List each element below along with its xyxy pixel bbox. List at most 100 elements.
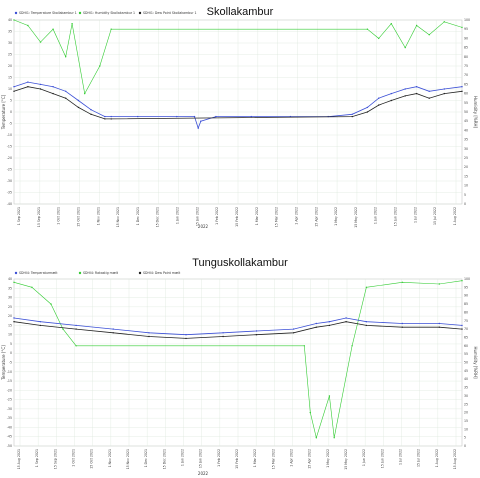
y-tick-label-right: 15 xyxy=(464,174,468,178)
y-tick-label-left: 25 xyxy=(8,305,12,309)
y-tick-label-right: 60 xyxy=(464,344,468,348)
y-tick-label-left: -20 xyxy=(7,156,12,160)
data-point xyxy=(71,23,73,25)
x-tick-label: 1 Mar 2022 xyxy=(255,207,259,225)
data-point xyxy=(461,328,463,330)
y-tick-label-left: -10 xyxy=(7,133,12,137)
y-tick-label-left: 20 xyxy=(8,64,12,68)
data-point xyxy=(438,326,440,328)
data-point xyxy=(99,65,101,67)
y-axis-label-right: Humidity [%RH] xyxy=(473,346,478,379)
data-point xyxy=(443,92,445,95)
y-tick-label-left: -20 xyxy=(7,388,12,392)
x-tick-label: 1 Feb 2022 xyxy=(215,207,219,225)
data-point xyxy=(215,115,217,118)
x-tick-label: 15 Apr 2022 xyxy=(308,449,312,469)
y-tick-label-left: -30 xyxy=(7,179,12,183)
y-tick-label-right: 0 xyxy=(464,444,466,448)
data-point xyxy=(13,317,15,319)
y-tick-label-right: 25 xyxy=(464,402,468,406)
y-tick-label-right: 30 xyxy=(464,147,468,151)
data-point xyxy=(428,34,430,36)
legend-label: SDHI4: Rakastig mælt xyxy=(83,271,119,275)
data-point xyxy=(292,328,295,330)
data-point xyxy=(351,113,353,116)
data-point xyxy=(390,92,392,95)
chart-title: Tunguskollakambur xyxy=(192,257,288,269)
data-point xyxy=(31,286,33,288)
data-point xyxy=(315,437,317,439)
y-tick-label-right: 90 xyxy=(464,36,468,40)
x-tick-label: 15 Sep 2021 xyxy=(53,449,57,469)
x-tick-label: 15 Jan 2022 xyxy=(199,449,203,468)
y-tick-label-left: 30 xyxy=(8,296,12,300)
legend-marker xyxy=(138,11,142,15)
data-point xyxy=(315,326,317,328)
y-tick-label-right: 85 xyxy=(464,46,468,50)
data-point xyxy=(52,86,54,88)
data-point xyxy=(390,23,392,25)
data-point xyxy=(75,328,77,330)
series-line-dew-point xyxy=(13,321,463,339)
x-tick-label: 15 Jul 2022 xyxy=(433,207,437,225)
y-tick-label-left: 35 xyxy=(8,286,12,290)
x-tick-label: 15 May 2022 xyxy=(344,449,348,470)
data-point xyxy=(351,115,353,118)
y-tick-label-right: 5 xyxy=(464,193,466,197)
x-tick-label: 1 Jul 2022 xyxy=(399,449,403,465)
y-tick-label-left: -15 xyxy=(7,145,12,149)
x-tick-label: 15 Aug 2021 xyxy=(17,449,21,469)
x-tick-label: 15 Jun 2022 xyxy=(380,449,384,468)
y-tick-label-left: 10 xyxy=(8,333,12,337)
chart-panel-skollakambur: Skollakambur 40 35 30 25 20 15 10 5 0 -5 -10 -15 -20… xyxy=(1,6,478,229)
y-tick-label-right: 55 xyxy=(464,352,468,356)
data-point xyxy=(39,321,41,323)
data-point xyxy=(13,90,15,93)
data-point xyxy=(176,115,178,118)
y-tick-label-right: 0 xyxy=(464,202,466,206)
y-tick-label-right: 95 xyxy=(464,285,468,289)
x-tick-label: 1 May 2022 xyxy=(326,449,330,468)
data-point xyxy=(77,106,80,109)
data-point xyxy=(13,321,15,323)
data-point xyxy=(250,115,252,118)
data-point xyxy=(137,115,139,118)
x-tick-label: 1 Sep 2021 xyxy=(17,207,21,225)
y-tick-label-left: -25 xyxy=(7,398,12,402)
x-tick-label: 1 Apr 2022 xyxy=(290,449,294,467)
data-point xyxy=(404,46,406,49)
data-point xyxy=(404,95,406,97)
data-point xyxy=(438,322,440,325)
y-tick-label-right: 90 xyxy=(464,294,468,298)
data-point xyxy=(415,86,418,88)
data-point xyxy=(390,99,392,102)
data-point xyxy=(415,92,418,95)
data-point xyxy=(401,281,403,283)
data-point xyxy=(90,113,92,116)
y-tick-label-right: 70 xyxy=(464,327,468,331)
y-tick-label-left: -35 xyxy=(7,191,12,195)
y-tick-label-right: 95 xyxy=(464,27,468,31)
y-tick-label-right: 55 xyxy=(464,101,468,105)
x-tick-label: 1 Apr 2022 xyxy=(294,207,298,225)
y-axis-label-right: Humidity [%RH] xyxy=(473,96,478,129)
y-tick-label-right: 100 xyxy=(464,277,470,281)
data-point xyxy=(443,21,445,23)
y-tick-label-right: 75 xyxy=(464,64,468,68)
data-point xyxy=(328,324,331,327)
y-tick-label-right: 15 xyxy=(464,419,468,423)
y-tick-label-right: 45 xyxy=(464,369,468,373)
x-tick-label: 15 Oct 2021 xyxy=(76,207,80,227)
data-point xyxy=(366,106,369,109)
legend-label: SDHI1: Humidity Skollakambur 1 xyxy=(83,11,135,15)
y-tick-label-right: 85 xyxy=(464,302,468,306)
x-tick-label: 1 Jun 2022 xyxy=(362,449,366,466)
data-point xyxy=(27,86,29,88)
legend-label: SDHI4: Dew Point mælt xyxy=(143,271,181,275)
data-point xyxy=(303,345,305,347)
data-point xyxy=(461,90,463,93)
x-tick-label: 15 Aug 2022 xyxy=(453,449,457,469)
y-tick-label-right: 65 xyxy=(464,335,468,339)
x-axis-label: 2022 xyxy=(198,471,209,476)
x-tick-label: 15 Feb 2022 xyxy=(235,449,239,469)
